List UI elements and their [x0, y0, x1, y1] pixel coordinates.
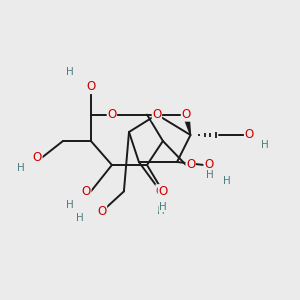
Text: O: O — [204, 158, 213, 172]
Text: O: O — [82, 185, 91, 198]
Text: H: H — [66, 67, 74, 77]
Text: H: H — [76, 213, 84, 224]
Polygon shape — [183, 114, 190, 135]
Text: H: H — [206, 170, 214, 181]
Text: O: O — [107, 108, 116, 121]
Text: O: O — [98, 205, 106, 218]
Text: O: O — [158, 185, 167, 198]
Text: O: O — [33, 151, 42, 164]
Text: H: H — [261, 140, 269, 150]
Text: O: O — [156, 185, 165, 198]
Text: O: O — [86, 80, 95, 94]
Text: H: H — [17, 163, 25, 173]
Text: O: O — [182, 108, 190, 121]
Text: O: O — [244, 128, 254, 142]
Text: O: O — [152, 108, 161, 121]
Text: H: H — [159, 202, 167, 212]
Text: H: H — [157, 206, 164, 216]
Text: H: H — [224, 176, 231, 187]
Text: H: H — [66, 200, 74, 210]
Text: O: O — [186, 158, 195, 172]
